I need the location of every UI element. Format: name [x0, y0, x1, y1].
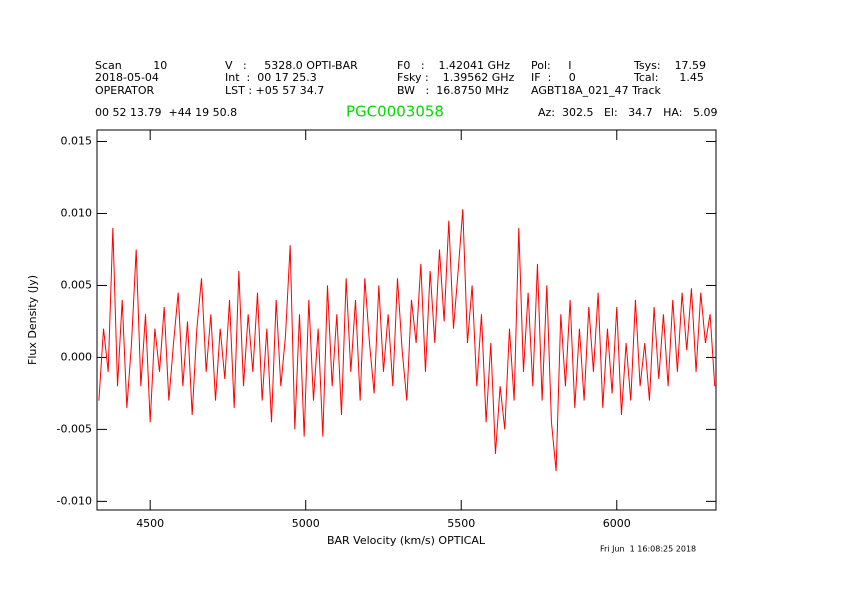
header-field: OPERATOR	[95, 84, 154, 97]
x-tick-label: 5500	[447, 517, 475, 530]
x-axis-label: BAR Velocity (km/s) OPTICAL	[327, 534, 486, 547]
header-field: 00 52 13.79 +44 19 50.8	[95, 106, 237, 119]
y-tick-label: 0.015	[61, 135, 93, 148]
header-field: Pol: I	[531, 59, 571, 72]
y-tick-label: 0.000	[61, 350, 93, 363]
y-axis-label: Flux Density (Jy)	[26, 275, 39, 365]
header-field: V : 5328.0 OPTI-BAR	[225, 59, 358, 72]
spectrum-line	[98, 209, 716, 472]
x-tick-label: 5000	[292, 517, 320, 530]
plot-frame	[96, 129, 717, 511]
y-tick-label: -0.010	[57, 494, 92, 507]
header-field: BW : 16.8750 MHz	[397, 84, 509, 97]
header-field: Tsys: 17.59	[633, 59, 706, 72]
y-tick-label: 0.010	[61, 206, 93, 219]
x-tick-label: 4500	[136, 517, 164, 530]
header-field: 2018-05-04	[95, 71, 159, 84]
header-field: AGBT18A_021_47 Track	[531, 84, 662, 97]
y-tick-label: -0.005	[57, 422, 92, 435]
header-field: Tcal: 1.45	[633, 71, 704, 84]
header-field: LST : +05 57 34.7	[225, 84, 324, 97]
header-field: Fsky : 1.39562 GHz	[397, 71, 515, 84]
chart-title: PGC0003058	[346, 103, 444, 121]
header-field: F0 : 1.42041 GHz	[397, 59, 510, 72]
header-field: Scan 10	[95, 59, 167, 72]
y-tick-label: 0.005	[61, 278, 93, 291]
header-field: IF : 0	[531, 71, 576, 84]
x-tick-label: 6000	[603, 517, 631, 530]
header-field: Int : 00 17 25.3	[225, 71, 317, 84]
timestamp: Fri Jun 1 16:08:25 2018	[600, 545, 696, 554]
header-field: Az: 302.5 El: 34.7 HA: 5.09	[538, 106, 717, 119]
